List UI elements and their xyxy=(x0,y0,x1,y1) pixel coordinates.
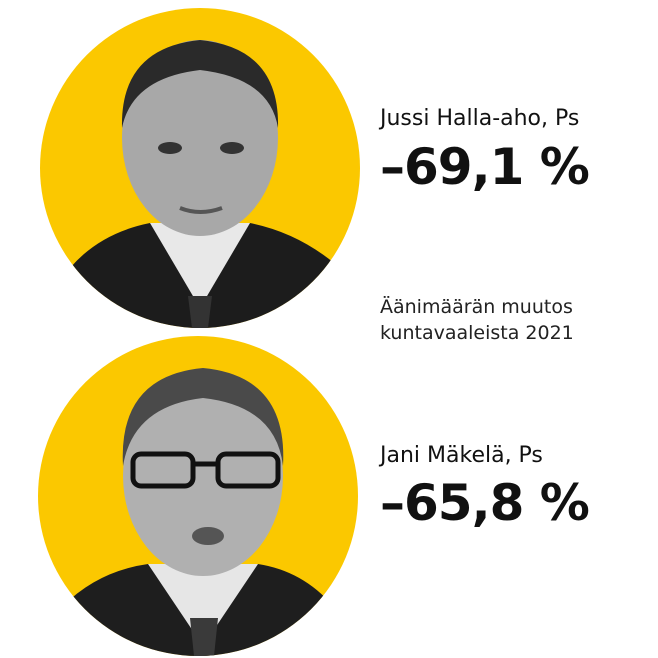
person-name: Jani Mäkelä, Ps xyxy=(380,443,543,468)
person-photo xyxy=(60,40,350,328)
vote-change-value: –69,1 % xyxy=(380,138,590,196)
caption: Äänimäärän muutos kuntavaaleista 2021 xyxy=(380,294,574,346)
person-photo xyxy=(48,368,348,656)
portrait-jussi-halla-aho xyxy=(40,8,360,328)
caption-line: kuntavaaleista 2021 xyxy=(380,322,574,344)
vote-change-value: –65,8 % xyxy=(380,474,590,532)
portrait-jani-makela xyxy=(38,336,358,656)
caption-line: Äänimäärän muutos xyxy=(380,296,573,318)
person-name: Jussi Halla-aho, Ps xyxy=(380,106,580,131)
